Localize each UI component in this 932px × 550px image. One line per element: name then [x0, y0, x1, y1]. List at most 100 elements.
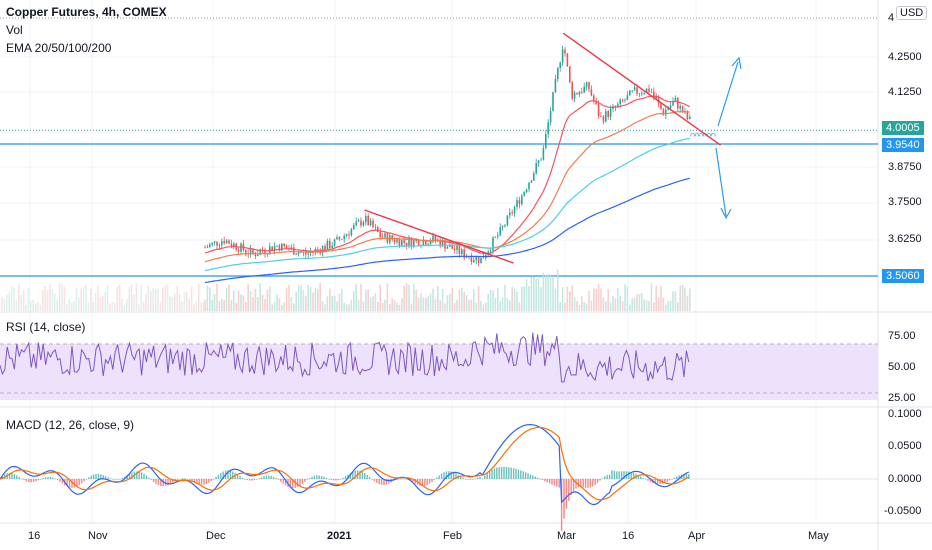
volume-bar — [633, 298, 636, 311]
macd-histogram-bar — [510, 467, 512, 479]
volume-bar — [576, 301, 578, 311]
candle-body — [588, 82, 590, 90]
macd-histogram-bar — [601, 478, 604, 479]
macd-histogram-bar — [61, 479, 64, 484]
candle-body — [511, 212, 513, 214]
macd-histogram-bar — [450, 471, 452, 479]
candle-body — [645, 88, 648, 94]
volume-bar — [140, 284, 142, 311]
candle-body — [653, 91, 655, 97]
volume-bar — [473, 289, 475, 311]
candle-body — [636, 87, 638, 94]
volume-bar — [607, 289, 609, 311]
candle-body — [530, 180, 533, 183]
candle-body — [338, 237, 341, 240]
macd-histogram-bar — [318, 475, 320, 479]
macd-histogram-bar — [388, 479, 390, 484]
macd-histogram-bar — [176, 479, 179, 480]
macd-tick: 0.0000 — [888, 473, 922, 485]
macd-histogram-bar — [78, 479, 80, 486]
macd-histogram-bar — [258, 478, 260, 479]
volume-bar — [54, 293, 56, 311]
down-arrow-path — [715, 147, 727, 217]
macd-histogram-bar — [553, 479, 556, 486]
candle-body — [629, 90, 631, 96]
candle-body — [655, 96, 657, 99]
macd-histogram-bar — [440, 473, 443, 479]
volume-bar — [259, 283, 261, 311]
volume-bar — [422, 297, 425, 311]
trendline — [562, 32, 722, 146]
candle-body — [221, 241, 223, 246]
volume-bar — [200, 302, 202, 311]
volume-bar — [252, 297, 254, 311]
candle-body — [223, 241, 225, 244]
volume-bar — [266, 289, 269, 311]
candle-body — [607, 111, 609, 117]
macd-histogram-bar — [140, 472, 143, 479]
volume-bar — [58, 283, 61, 311]
candle-body — [470, 257, 473, 263]
currency-button[interactable]: USD — [896, 6, 928, 20]
volume-bar — [487, 294, 489, 311]
macd-histogram-bar — [623, 471, 625, 479]
volume-bar — [669, 300, 672, 311]
candle-body — [513, 206, 516, 214]
price-tick-top: 4 — [888, 12, 895, 24]
volume-bar — [111, 301, 114, 311]
macd-histogram-bar — [428, 479, 431, 484]
volume-bar — [183, 291, 186, 311]
candle-body — [271, 246, 273, 251]
volume-bar — [449, 294, 451, 311]
volume-bar — [506, 298, 509, 311]
volume-bar — [415, 289, 417, 311]
volume-bar — [653, 302, 655, 311]
volume-bar — [80, 288, 82, 311]
macd-histogram-bar — [496, 467, 498, 479]
volume-bar — [477, 285, 480, 311]
macd-histogram-bar — [414, 479, 416, 484]
volume-bar — [6, 294, 8, 311]
volume-bar — [569, 291, 571, 311]
macd-histogram-bar — [524, 472, 527, 479]
volume-bar — [475, 302, 477, 311]
macd-histogram-bar — [181, 478, 184, 480]
macd-histogram-bar — [628, 471, 630, 479]
candle-body — [441, 240, 444, 247]
volume-bar — [162, 287, 164, 311]
macd-histogram-bar — [102, 475, 104, 479]
macd-histogram-bar — [222, 471, 224, 479]
macd-histogram-bar — [126, 475, 128, 479]
macd-histogram-bar — [551, 479, 553, 485]
volume-bar — [480, 300, 482, 311]
volume-bar — [307, 284, 309, 311]
macd-histogram-bar — [436, 477, 438, 479]
volume-bar — [540, 287, 542, 311]
volume-bar — [225, 287, 228, 311]
candle-body — [501, 226, 504, 228]
macd-histogram-bar — [349, 472, 352, 479]
macd-histogram-bar — [587, 479, 589, 488]
volume-bar — [571, 285, 573, 311]
candle-body — [276, 245, 278, 247]
macd-histogram-bar — [395, 479, 397, 481]
volume-bar — [230, 299, 233, 311]
volume-bar — [372, 296, 374, 311]
volume-bar — [401, 298, 403, 311]
volume-bar — [437, 285, 439, 311]
macd-histogram-bar — [520, 470, 522, 479]
volume-bar — [247, 283, 249, 311]
volume-bar — [535, 278, 537, 311]
candle-body — [516, 200, 518, 207]
macd-histogram-bar — [52, 477, 54, 479]
volume-bar — [451, 287, 453, 311]
volume-bar — [581, 296, 583, 311]
macd-tick: -0.0500 — [884, 505, 922, 517]
volume-bar — [66, 304, 68, 311]
macd-histogram-bar — [640, 476, 642, 479]
volume-bar — [22, 290, 25, 311]
volume-bar — [513, 288, 516, 311]
macd-histogram-bar — [424, 479, 426, 486]
volume-bar — [405, 283, 408, 311]
